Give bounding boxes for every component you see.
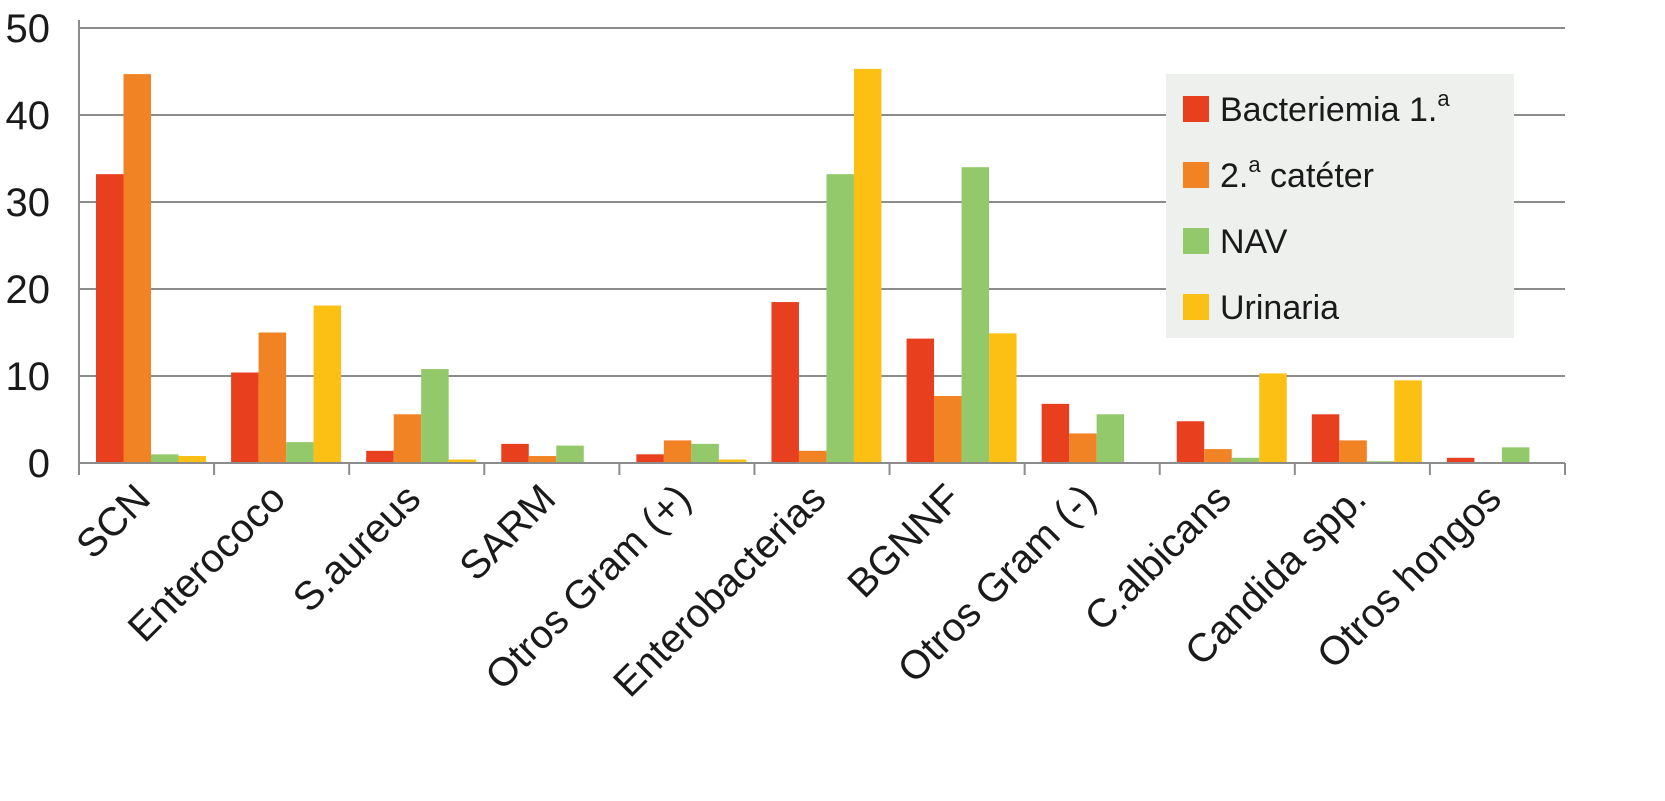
bar bbox=[151, 454, 179, 463]
bar bbox=[853, 68, 882, 463]
bar bbox=[636, 454, 664, 463]
bar bbox=[123, 74, 151, 464]
bar bbox=[718, 459, 747, 463]
bar bbox=[556, 445, 584, 463]
bar bbox=[934, 396, 962, 463]
bar bbox=[231, 372, 259, 463]
x-tick-label: BGNNF bbox=[839, 476, 969, 606]
y-axis-ticks: 0 10 20 30 40 50 bbox=[6, 7, 51, 486]
bar bbox=[798, 450, 827, 463]
legend-label: Urinaria bbox=[1220, 289, 1339, 327]
bar bbox=[1339, 440, 1367, 463]
x-tick-label: S.aureus bbox=[285, 476, 429, 620]
bar bbox=[906, 338, 935, 463]
bars bbox=[96, 68, 1530, 464]
bar bbox=[1394, 380, 1422, 463]
x-axis bbox=[78, 20, 1566, 475]
bar bbox=[1069, 433, 1097, 463]
x-tick-label: SCN bbox=[68, 476, 159, 567]
x-tick-label: SARM bbox=[451, 476, 564, 589]
legend-swatch bbox=[1183, 162, 1209, 188]
bar bbox=[421, 369, 449, 463]
bar bbox=[1041, 403, 1070, 463]
bar bbox=[771, 302, 799, 463]
legend-label: 2.a catéter bbox=[1220, 152, 1374, 195]
bar bbox=[826, 174, 854, 463]
legend-swatch bbox=[1183, 294, 1209, 320]
legend-swatch bbox=[1183, 228, 1209, 254]
bar bbox=[1096, 414, 1125, 463]
bar bbox=[1501, 447, 1530, 463]
legend-label: NAV bbox=[1220, 223, 1288, 261]
bar bbox=[691, 443, 719, 463]
bar bbox=[393, 414, 422, 463]
bar bbox=[1176, 421, 1205, 463]
bar bbox=[1231, 457, 1260, 463]
bar bbox=[1259, 373, 1287, 463]
legend: Bacteriemia 1.a 2.a catéter NAV Urinaria bbox=[1166, 74, 1514, 338]
bar bbox=[663, 440, 692, 463]
bar bbox=[501, 443, 529, 463]
bar bbox=[366, 450, 394, 463]
bar bbox=[528, 456, 557, 463]
bar bbox=[448, 459, 477, 463]
y-tick-label: 10 bbox=[6, 355, 51, 399]
bar bbox=[1204, 449, 1232, 463]
bar bbox=[961, 167, 990, 463]
y-tick-label: 30 bbox=[6, 181, 51, 225]
bar bbox=[96, 174, 124, 463]
y-tick-label: 20 bbox=[6, 268, 51, 312]
bar bbox=[258, 332, 287, 463]
y-tick-label: 0 bbox=[28, 442, 50, 486]
bar bbox=[286, 442, 314, 463]
y-tick-label: 50 bbox=[6, 7, 51, 51]
legend-label: Bacteriemia 1.a bbox=[1220, 86, 1450, 129]
bar bbox=[178, 456, 206, 463]
legend-background bbox=[1166, 74, 1514, 338]
bar bbox=[1446, 457, 1475, 463]
legend-swatch bbox=[1183, 96, 1209, 122]
y-tick-label: 40 bbox=[6, 94, 51, 138]
bar bbox=[1311, 414, 1340, 463]
bar bbox=[989, 333, 1017, 463]
bar bbox=[313, 305, 342, 463]
